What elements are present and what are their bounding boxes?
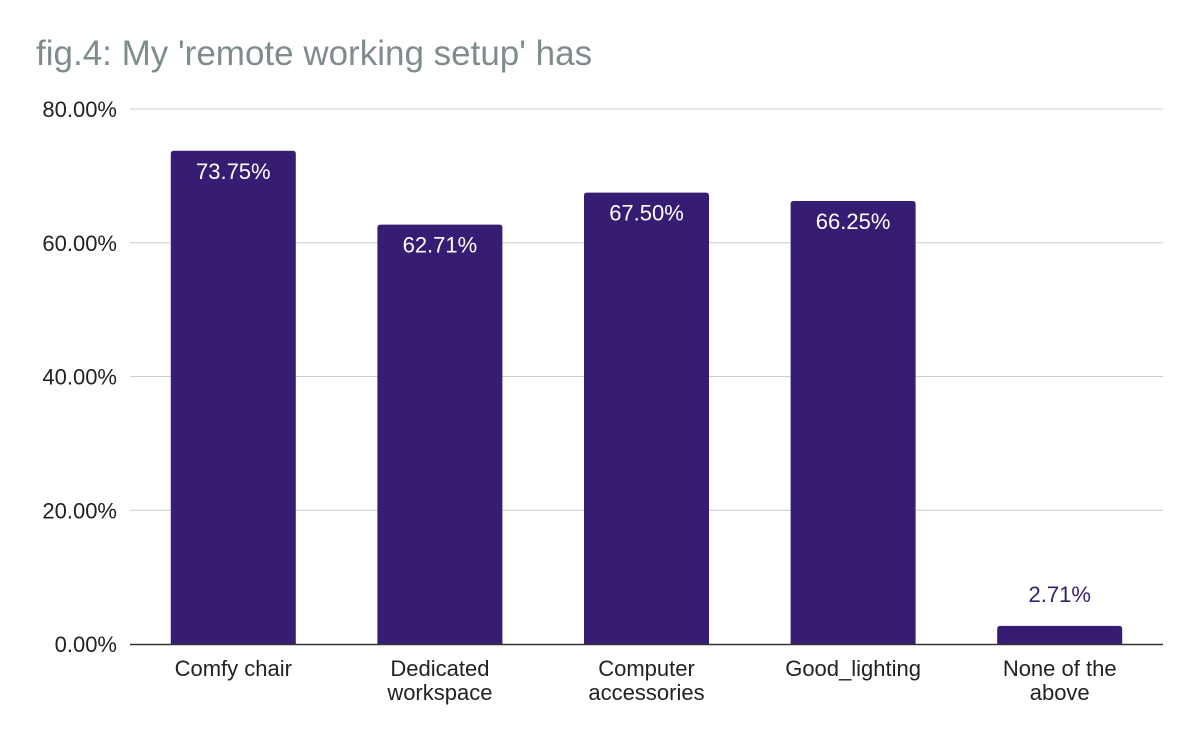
x-category-label: Good_lighting xyxy=(785,656,921,681)
bar-value-label: 73.75% xyxy=(196,159,271,184)
bar-value-label: 67.50% xyxy=(609,201,684,226)
x-category-label: Dedicated workspace xyxy=(386,656,492,705)
bar xyxy=(790,200,916,644)
bar-value-label: 62.71% xyxy=(403,233,478,258)
bar-value-label: 66.25% xyxy=(816,209,891,234)
x-category-labels: Comfy chair Dedicated workspace Computer acc… xyxy=(175,656,1117,705)
y-tick-label: 80.00% xyxy=(42,97,117,122)
bar xyxy=(997,625,1123,644)
y-tick-label: 40.00% xyxy=(42,365,117,390)
x-category-label: Computer accessories xyxy=(588,656,704,705)
bar xyxy=(584,192,709,644)
bar-value-label: 2.71% xyxy=(1029,582,1091,607)
chart-title: fig.4: My 'remote working setup' has xyxy=(36,34,593,73)
y-tick-labels: 0.00% 20.00% 40.00% 60.00% 80.00% xyxy=(42,97,117,657)
y-tick-label: 20.00% xyxy=(42,498,117,523)
x-category-label: None of the above xyxy=(1003,656,1117,705)
bar-value-labels: 73.75% 62.71% 67.50% 66.25% 2.71% xyxy=(196,159,1091,607)
bar xyxy=(377,224,503,644)
y-tick-label: 0.00% xyxy=(55,632,117,657)
bars xyxy=(170,150,1123,644)
bar xyxy=(170,150,296,644)
x-category-label: Comfy chair xyxy=(175,656,292,681)
y-tick-label: 60.00% xyxy=(42,231,117,256)
